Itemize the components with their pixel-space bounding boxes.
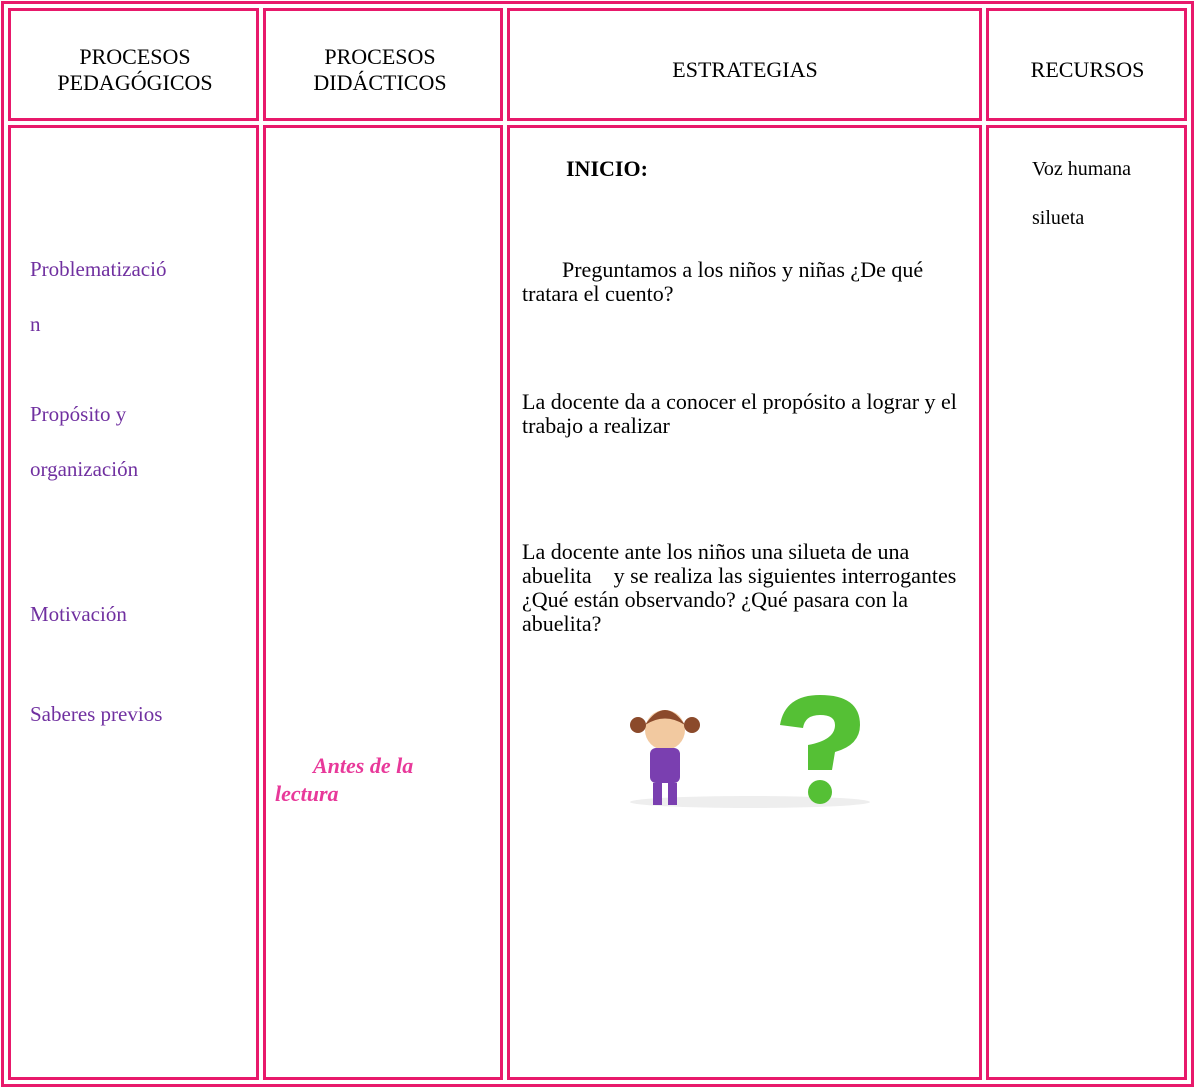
header: PROCESOS DIDÁCTICOS	[313, 44, 447, 95]
process: n	[30, 312, 41, 336]
header: RECURSOS	[1030, 57, 1145, 82]
process: Problematizació	[30, 257, 167, 281]
process: Saberes previos	[30, 702, 163, 726]
illustration	[630, 695, 870, 808]
cell	[8, 125, 259, 1080]
paragraph: La docente da a conocer el propósito a l…	[522, 389, 957, 438]
cell	[263, 8, 503, 121]
process: organización	[30, 457, 139, 481]
cell	[263, 125, 503, 1080]
resource: silueta	[1032, 207, 1085, 229]
didactic-process: Antes de la lectura	[275, 753, 414, 806]
header: PROCESOS PEDAGÓGICOS	[57, 44, 213, 95]
paragraph: La docente ante los niños una silueta de…	[522, 539, 962, 636]
process: Propósito y	[30, 402, 127, 426]
cell	[986, 125, 1187, 1080]
cell	[507, 8, 982, 121]
process: Motivación	[30, 602, 127, 626]
header: ESTRATEGIAS	[672, 57, 818, 82]
heading: INICIO:	[566, 156, 648, 181]
cell	[8, 8, 259, 121]
paragraph: Preguntamos a los niños y niñas ¿De qué …	[522, 257, 924, 306]
cell	[986, 8, 1187, 121]
resource: Voz humana	[1032, 158, 1132, 180]
cell	[507, 125, 982, 1080]
